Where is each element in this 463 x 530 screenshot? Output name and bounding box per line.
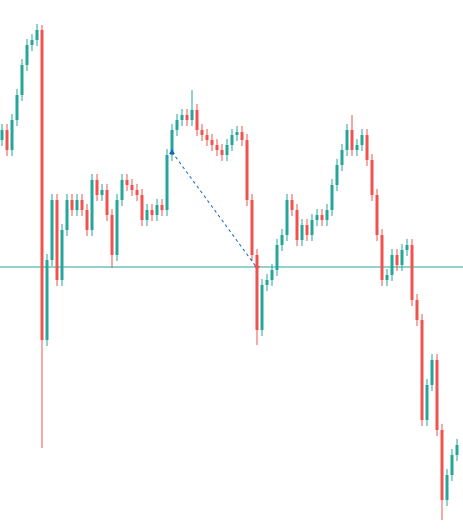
candle-body <box>210 140 214 145</box>
candle-body <box>150 210 154 215</box>
candle-body <box>85 210 89 230</box>
candle-body <box>130 185 134 190</box>
candle-body <box>25 45 29 65</box>
candle-body <box>235 132 239 135</box>
candle-body <box>430 360 434 385</box>
candle-body <box>360 135 364 145</box>
candle-body <box>160 205 164 210</box>
candle-body <box>435 360 439 430</box>
candle-body <box>10 120 14 150</box>
candle-body <box>190 110 194 120</box>
candle-body <box>260 285 264 330</box>
candle-body <box>55 200 59 280</box>
candle-body <box>15 95 19 120</box>
candle-body <box>165 155 169 210</box>
candle-body <box>445 475 449 500</box>
candle-body <box>175 120 179 130</box>
candle-body <box>195 110 199 130</box>
candle-body <box>70 200 74 210</box>
candle-body <box>140 195 144 220</box>
candle-body <box>215 145 219 150</box>
candle-body <box>80 200 84 210</box>
candle-body <box>420 320 424 420</box>
candle-body <box>220 150 224 155</box>
candle-body <box>185 115 189 120</box>
candle-body <box>365 135 369 160</box>
candle-body <box>450 455 454 475</box>
candle-body <box>30 40 34 45</box>
candle-body <box>285 200 289 235</box>
candle-body <box>180 115 184 120</box>
candle-body <box>35 30 39 40</box>
candle-body <box>105 190 109 215</box>
candle-body <box>290 200 294 210</box>
candle-body <box>115 200 119 255</box>
candle-body <box>125 180 129 185</box>
candle-body <box>315 215 319 220</box>
candle-body <box>100 190 104 195</box>
candle-body <box>230 135 234 145</box>
candle-body <box>0 130 4 140</box>
candle-body <box>45 260 49 340</box>
candle-body <box>350 130 354 150</box>
candle-body <box>330 185 334 210</box>
candle-body <box>370 160 374 195</box>
candle-body <box>40 30 44 340</box>
candle-body <box>270 270 274 280</box>
candle-body <box>380 235 384 280</box>
candle-body <box>170 130 174 155</box>
candle-body <box>375 195 379 235</box>
candle-body <box>95 180 99 195</box>
candle-body <box>335 165 339 185</box>
candle-body <box>250 200 254 255</box>
candle-body <box>305 225 309 235</box>
candle-body <box>400 250 404 265</box>
trade-entry-marker <box>169 149 175 154</box>
candle-body <box>135 190 139 195</box>
candle-body <box>405 245 409 250</box>
candle-body <box>455 445 459 455</box>
candle-body <box>440 430 444 500</box>
candle-body <box>395 255 399 265</box>
candle-body <box>265 280 269 285</box>
candle-body <box>60 230 64 280</box>
candle-body <box>415 300 419 320</box>
candle-body <box>410 245 414 300</box>
candle-body <box>20 65 24 95</box>
candle-body <box>75 200 79 210</box>
candle-body <box>300 225 304 240</box>
candle-body <box>120 180 124 200</box>
candle-body <box>65 200 69 230</box>
candle-body <box>275 245 279 270</box>
candle-body <box>5 130 9 150</box>
candle-body <box>385 275 389 280</box>
candle-body <box>240 132 244 140</box>
candle-body <box>280 235 284 245</box>
candle-body <box>155 205 159 215</box>
candle-body <box>310 220 314 235</box>
candle-body <box>325 210 329 220</box>
candle-body <box>245 140 249 200</box>
candle-body <box>90 180 94 230</box>
candle-body <box>390 255 394 275</box>
candle-body <box>145 210 149 220</box>
candle-body <box>425 385 429 420</box>
candle-body <box>200 130 204 135</box>
trade-line <box>171 151 258 269</box>
trade-exit-marker <box>254 266 260 271</box>
candle-body <box>320 215 324 220</box>
candle-body <box>110 215 114 255</box>
candle-body <box>205 135 209 140</box>
candle-body <box>50 200 54 260</box>
candle-body <box>225 145 229 155</box>
candle-body <box>355 145 359 150</box>
candle-body <box>255 255 259 330</box>
candle-body <box>295 210 299 240</box>
candle-body <box>345 130 349 150</box>
candle-body <box>340 150 344 165</box>
